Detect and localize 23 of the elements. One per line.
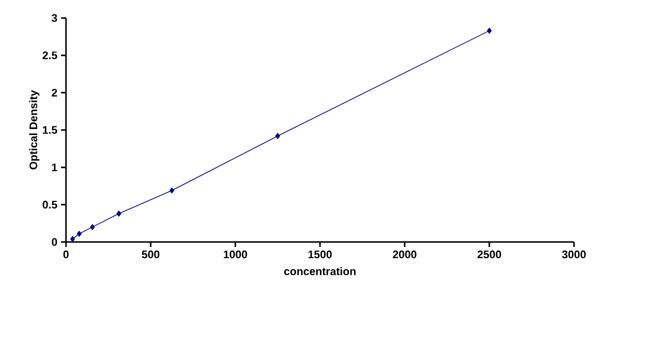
y-tick-label: 0.5 [42,200,58,209]
y-axis-title: Optical Density [29,90,40,170]
y-tick-label: 1 [52,164,58,172]
x-tick-label: 1000 [224,250,248,258]
y-tick-label: 2 [52,88,58,96]
point [275,132,280,139]
x-tick-label: 500 [142,250,160,258]
y-tick-label: 1.5 [42,126,58,134]
x-tick-label: 3000 [562,250,586,258]
point [116,210,122,217]
x-axis-title: concentration [284,267,356,276]
x-tick-label: 0 [63,250,69,258]
x-tick-label: 2000 [392,250,416,258]
y-tick-label: 0 [52,238,58,246]
point [169,187,174,194]
point [70,236,75,242]
x-tick-label: 2500 [478,250,502,258]
y-tick-label: 2.5 [42,51,58,60]
y-tick-label: 3 [52,14,58,22]
point [76,230,82,237]
point [486,28,492,34]
x-tick-label: 1500 [308,250,332,258]
point [90,224,95,230]
